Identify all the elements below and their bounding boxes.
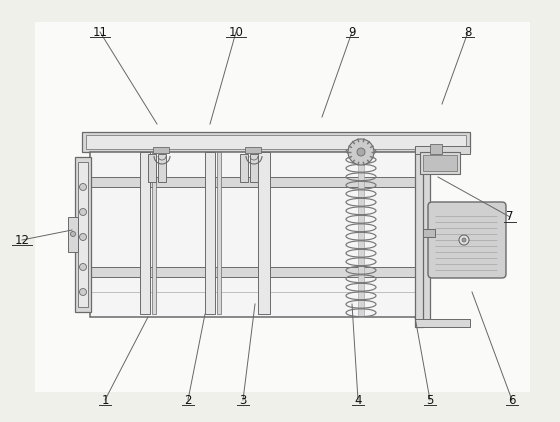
Text: 7: 7 [506,211,514,224]
Bar [365,152,375,197]
Text: 2: 2 [184,393,192,406]
Bar [82,132,470,152]
FancyBboxPatch shape [428,202,506,278]
Bar [140,152,150,314]
Bar [68,217,78,252]
Bar [158,154,166,182]
Text: 6: 6 [508,393,516,406]
Bar [358,147,364,317]
Bar [90,152,420,317]
Text: 11: 11 [92,25,108,38]
Bar [118,196,152,212]
Bar [245,147,261,153]
Bar [153,147,169,153]
Text: 8: 8 [464,25,472,38]
Bar [415,147,423,327]
Text: 4: 4 [354,393,362,406]
Circle shape [80,233,86,241]
Circle shape [348,139,374,165]
Bar [240,154,248,182]
Bar [130,152,140,197]
Bar [148,154,156,182]
Text: 10: 10 [228,25,244,38]
Bar [328,196,362,212]
Text: 3: 3 [239,393,247,406]
Bar [143,196,177,212]
Bar [420,152,460,174]
Text: 12: 12 [15,233,30,246]
Bar [415,146,470,154]
Circle shape [80,208,86,216]
Bar [423,229,435,237]
Bar [86,135,466,149]
Bar [415,319,470,327]
Circle shape [71,232,76,236]
Bar [90,267,420,277]
Circle shape [80,263,86,271]
Bar [75,157,91,312]
Bar [217,152,221,314]
Circle shape [80,289,86,295]
Bar [155,152,165,197]
Circle shape [462,238,466,242]
Bar [258,152,270,314]
Bar [340,152,350,197]
Text: 9: 9 [348,25,356,38]
Circle shape [357,148,365,156]
Bar [90,177,420,187]
Bar [430,144,442,154]
Bar [418,147,430,322]
Bar [250,154,258,182]
Text: 1: 1 [101,393,109,406]
Bar [205,152,215,314]
Bar [78,162,88,307]
Bar [353,196,387,212]
Text: 5: 5 [426,393,433,406]
Bar [423,155,457,171]
Circle shape [459,235,469,245]
Circle shape [80,184,86,190]
Bar [152,152,156,314]
Bar [35,22,530,392]
